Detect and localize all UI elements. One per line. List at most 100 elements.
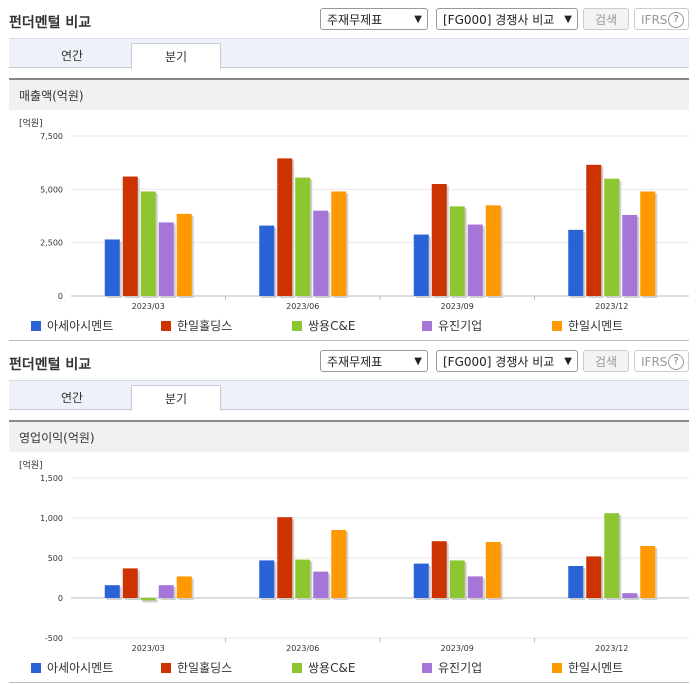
bar [467,224,483,296]
bar [568,566,584,598]
help-icon[interactable]: ? [668,12,684,28]
bar [331,191,347,296]
bar [431,541,447,598]
bar [485,542,501,598]
x-tick-label: 2023/03 [132,644,165,652]
legend-item[interactable]: 유진기업 [422,660,482,676]
legend-item[interactable]: 한일시멘트 [552,318,623,334]
chevron-down-icon: ▼ [564,356,572,367]
bar [104,239,120,296]
fundamental-section-operating-profit: 펀더멘털 비교 주재무제표 ▼ [FG000] 경쟁사 비교 ▼ 검색 IFRS? … [0,342,696,684]
tab-annual[interactable]: 연간 [60,391,84,405]
bar [313,571,329,598]
bar [586,164,602,296]
bar [640,191,656,296]
bar [467,576,483,598]
bar [604,178,620,296]
ifrs-button[interactable]: IFRS? [634,350,689,372]
bar [158,585,174,598]
bar [295,559,311,598]
period-tabs: 연간 분기 [9,38,689,69]
compare-select-value: [FG000] 경쟁사 비교 [443,13,555,27]
legend-label: 쌍용C&E [308,319,356,333]
bar [176,576,192,598]
legend-label: 한일시멘트 [568,319,624,333]
bar [604,513,620,598]
compare-select[interactable]: [FG000] 경쟁사 비교 ▼ [436,350,578,372]
tab-annual[interactable]: 연간 [60,49,84,63]
bar [313,210,329,296]
legend-item[interactable]: 쌍용C&E [292,318,355,334]
panel-title: 영업이익(억원) [19,431,95,445]
y-tick-label: -500 [45,634,63,643]
y-unit-label: [억원] [19,459,43,471]
bar [413,234,429,296]
bar [295,177,311,296]
operating-profit-chart: [억원] 1,500 1,000 500 0 -500 2023/03 2023/06 2023… [9,452,689,683]
operating-profit-chart-svg: [억원] 1,500 1,000 500 0 -500 2023/03 2023/06 2023… [19,459,689,653]
bar [331,530,347,598]
y-tick-label: 1,000 [40,514,63,523]
section-title: 펀더멘털 비교 [9,15,92,31]
period-tabs: 연간 분기 [9,380,689,411]
bar [413,563,429,598]
bar [259,225,275,296]
legend-item[interactable]: 한일시멘트 [552,660,623,676]
x-tick-label: 2023/06 [286,302,319,310]
bar [640,546,656,598]
legend-label: 유진기업 [438,661,483,675]
bar [485,205,501,296]
y-tick-label: 500 [48,554,63,563]
legend-item[interactable]: 아세아시멘트 [31,660,113,676]
bar [140,191,156,296]
tab-quarterly[interactable]: 분기 [131,43,221,69]
bar [140,598,156,601]
tab-quarterly[interactable]: 분기 [131,385,221,411]
help-icon[interactable]: ? [668,354,684,370]
bar [449,560,465,598]
legend-label: 아세아시멘트 [47,661,114,675]
y-tick-label: 2,500 [40,239,63,248]
bar [449,206,465,296]
search-button[interactable]: 검색 [583,350,629,372]
x-tick-label: 2023/09 [441,644,474,652]
bar [104,585,120,598]
bar [277,158,293,296]
legend-swatch [422,663,432,673]
legend-item[interactable]: 유진기업 [422,318,482,334]
bar [431,184,447,296]
legend-label: 한일시멘트 [568,661,624,675]
legend-item[interactable]: 아세아시멘트 [31,318,113,334]
x-tick-label: 2023/09 [441,302,474,310]
legend-label: 유진기업 [438,319,483,333]
bar [622,593,638,598]
legend-item[interactable]: 쌍용C&E [292,660,355,676]
panel-title: 매출액(억원) [19,89,84,103]
legend-swatch [31,663,41,673]
legend-swatch [292,663,302,673]
bar-shadow [142,600,158,603]
y-unit-label: [억원] [19,117,43,129]
compare-select[interactable]: [FG000] 경쟁사 비교 ▼ [436,8,578,30]
legend-label: 한일홀딩스 [177,661,233,675]
legend-item[interactable]: 한일홀딩스 [161,660,232,676]
ifrs-label: IFRS [641,355,668,369]
compare-select-value: [FG000] 경쟁사 비교 [443,355,555,369]
bar [277,517,293,598]
chevron-down-icon: ▼ [564,14,572,25]
panel-header: 매출액(억원) [9,78,689,110]
bar [568,229,584,296]
legend-item[interactable]: 한일홀딩스 [161,318,232,334]
bar [176,213,192,296]
chart-legend: 아세아시멘트 한일홀딩스 쌍용C&E 유진기업 한일시멘트 [9,660,689,676]
statement-select[interactable]: 주재무제표 ▼ [320,350,428,372]
statement-select[interactable]: 주재무제표 ▼ [320,8,428,30]
ifrs-button[interactable]: IFRS? [634,8,689,30]
x-tick-label: 2023/12 [595,302,628,310]
bar [122,568,138,598]
x-tick-label: 2023/06 [286,644,319,652]
search-button[interactable]: 검색 [583,8,629,30]
legend-swatch [552,663,562,673]
legend-swatch [161,321,171,331]
bar [622,214,638,296]
